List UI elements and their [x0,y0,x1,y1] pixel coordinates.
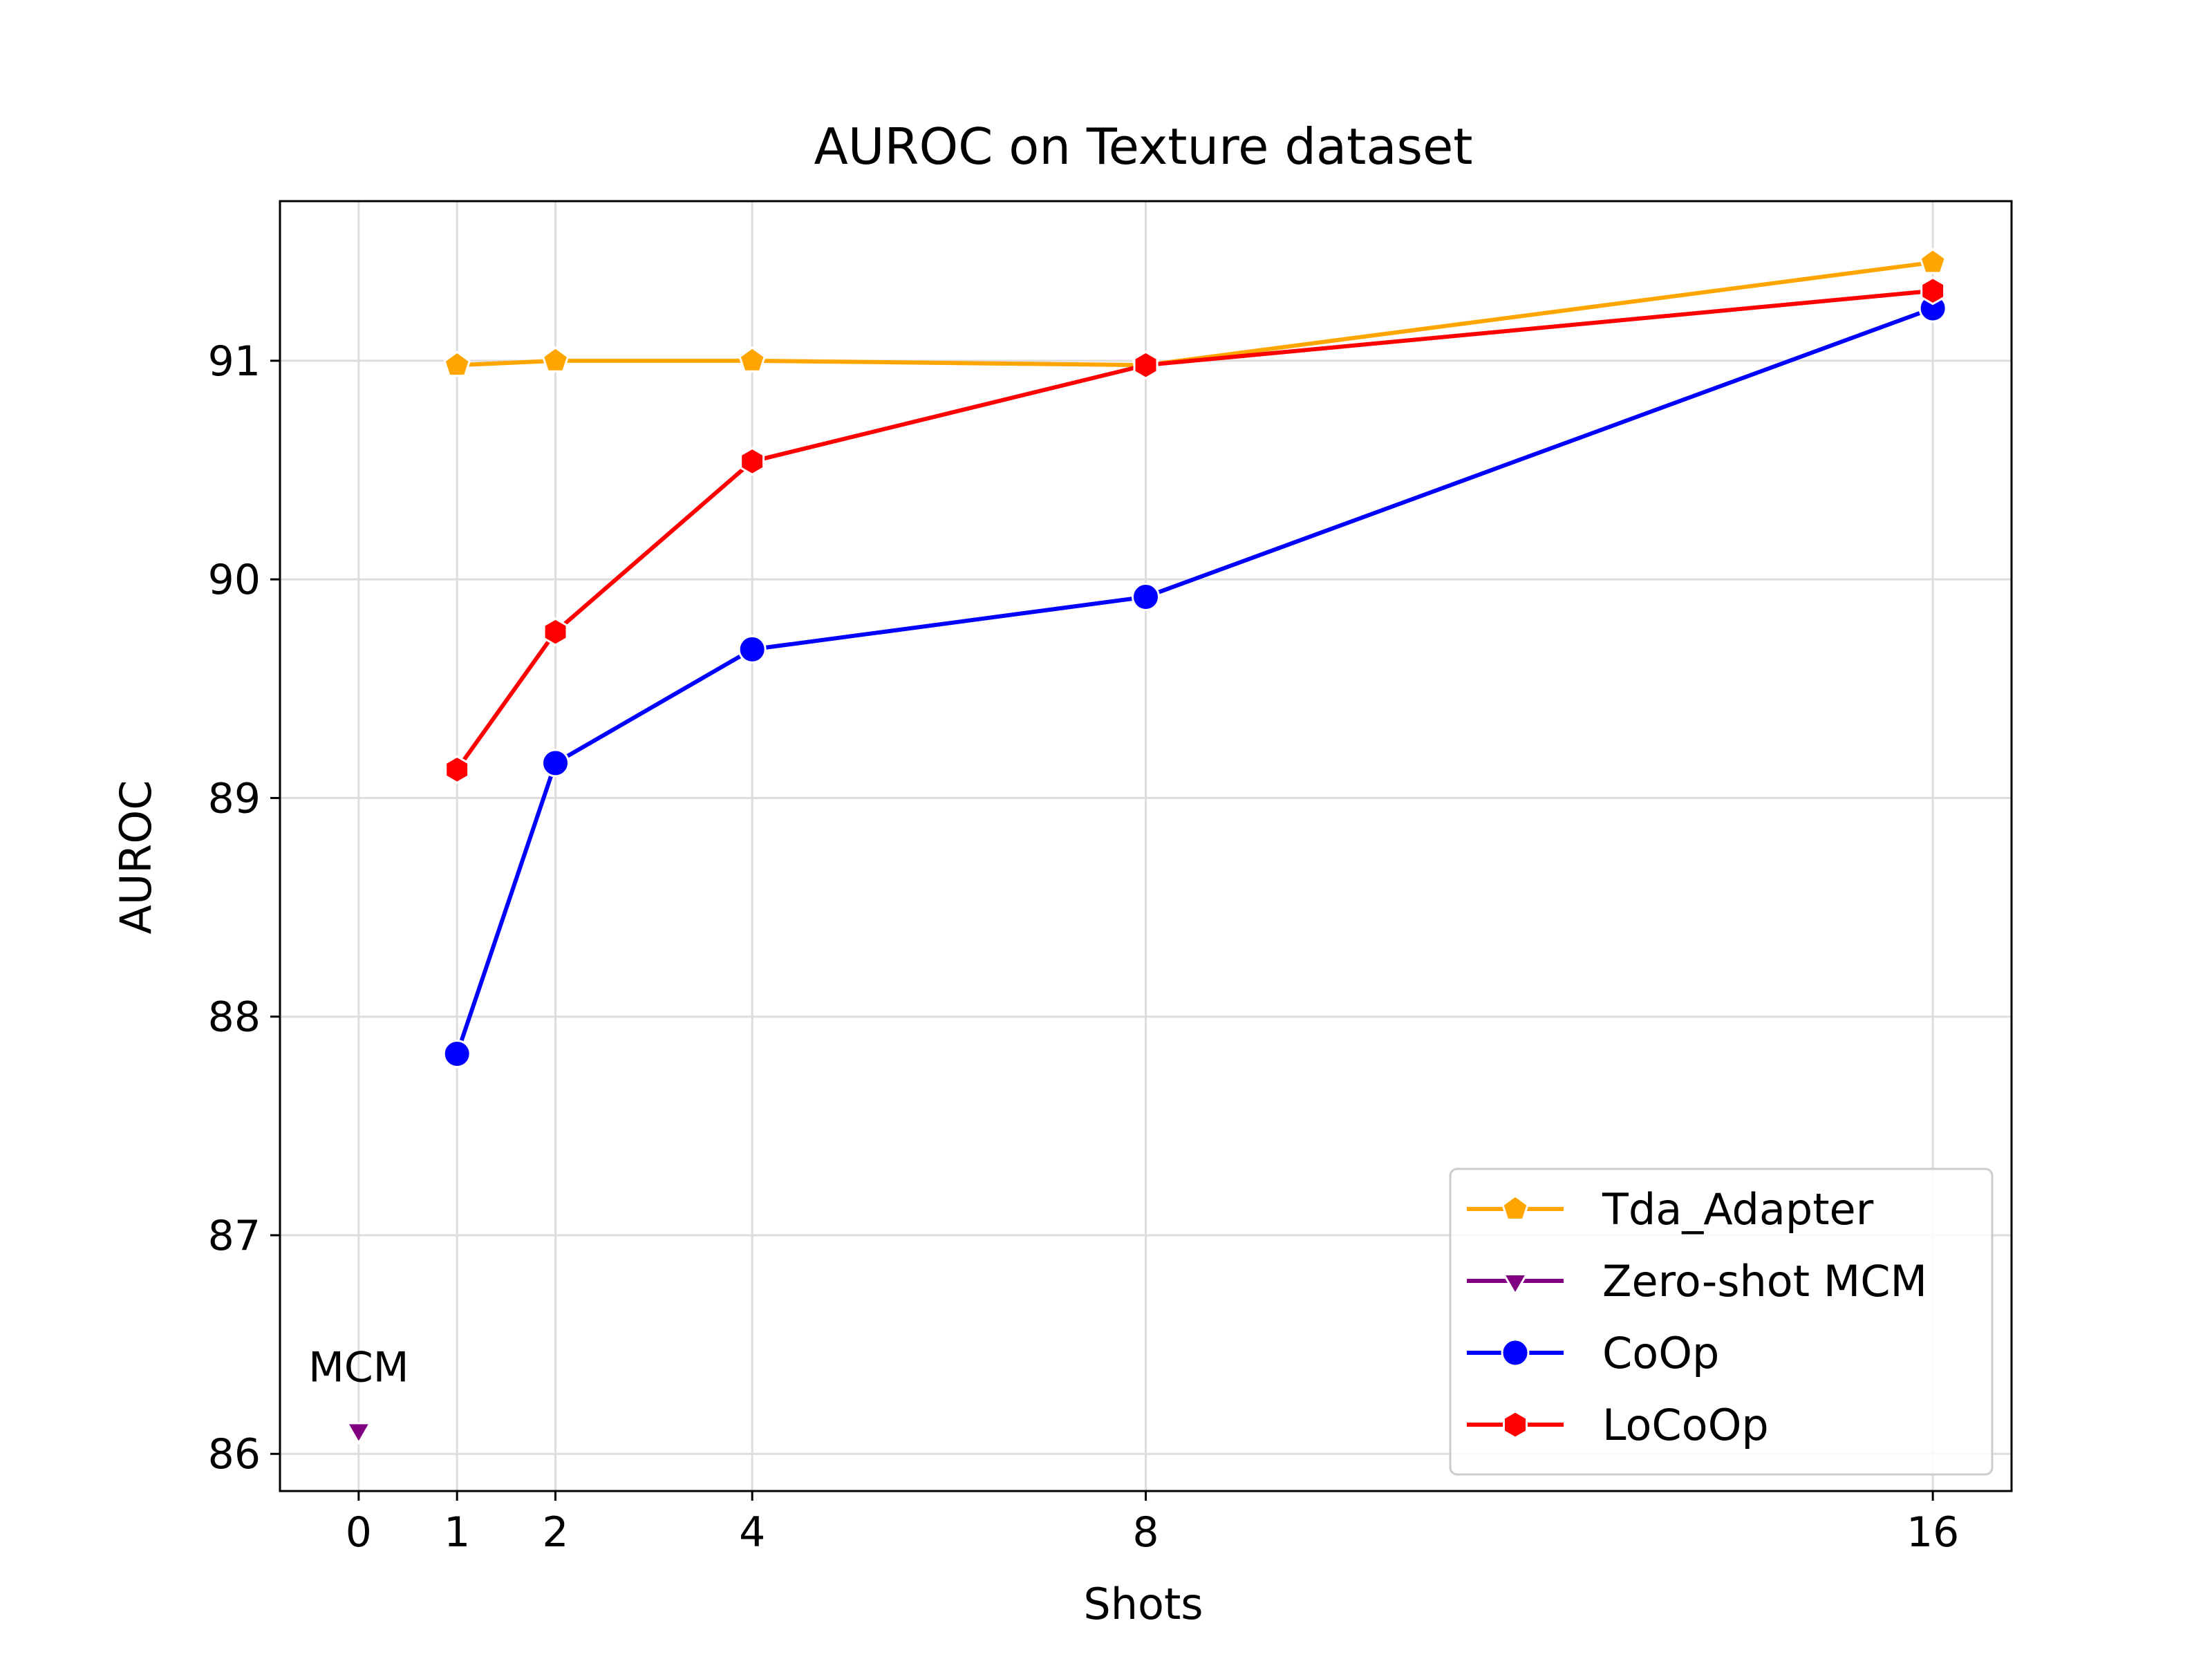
data-point [345,1422,372,1445]
series-layer [345,247,1947,1445]
data-point [442,1039,471,1068]
y-tick-label: 87 [208,1212,261,1260]
x-tick-label: 8 [1132,1508,1159,1557]
annotations: MCM [308,1343,409,1391]
grid [280,201,2012,1491]
legend-box [1449,1168,1994,1476]
x-axis-label: Shots [1083,1579,1203,1629]
data-point [738,635,767,664]
series-zero-shot-mcm [345,1422,372,1445]
legend-label: LoCoOp [1602,1400,1769,1450]
legend-item: CoOp [1467,1328,1719,1378]
legend-item: Zero-shot MCM [1467,1256,1927,1306]
x-tick-label: 1 [444,1508,470,1557]
data-point [443,350,471,377]
legend-item: Tda_Adapter [1467,1184,1874,1235]
x-tick-label: 16 [1906,1508,1959,1557]
data-point [1133,350,1159,379]
data-point [740,447,765,476]
y-tick-label: 90 [208,556,261,604]
legend-item: LoCoOp [1467,1400,1769,1450]
y-tick-label: 88 [208,993,261,1042]
data-point [738,346,767,373]
legend-marker [1503,1410,1528,1439]
axes: 0 1 2 4 8 16 86 87 88 89 90 91 [208,337,1960,1557]
legend-marker [1501,1338,1530,1367]
data-point [444,755,470,785]
annotation-label: MCM [308,1343,409,1391]
legend-label: CoOp [1602,1328,1719,1378]
x-tick-label: 4 [739,1508,765,1557]
chart-title: AUROC on Texture dataset [814,118,1472,176]
legend: Tda_Adapter Zero-shot MCM CoOp LoCoOp [1449,1168,1994,1476]
y-tick-label: 89 [208,774,261,823]
data-point [543,617,568,646]
data-point [1920,276,1946,306]
data-point [1132,582,1160,611]
y-axis-label: AUROC [111,780,161,935]
y-tick-label: 91 [208,337,261,386]
legend-label: Tda_Adapter [1602,1184,1874,1235]
data-point [1919,247,1947,274]
data-point [541,346,570,373]
legend-marker [1501,1273,1529,1296]
x-tick-label: 2 [542,1508,568,1557]
legend-label: Zero-shot MCM [1602,1256,1927,1306]
legend-marker [1501,1194,1529,1221]
data-point [541,749,570,778]
series-locoop [444,276,1946,785]
x-tick-label: 0 [346,1508,372,1557]
y-tick-label: 86 [208,1430,261,1479]
